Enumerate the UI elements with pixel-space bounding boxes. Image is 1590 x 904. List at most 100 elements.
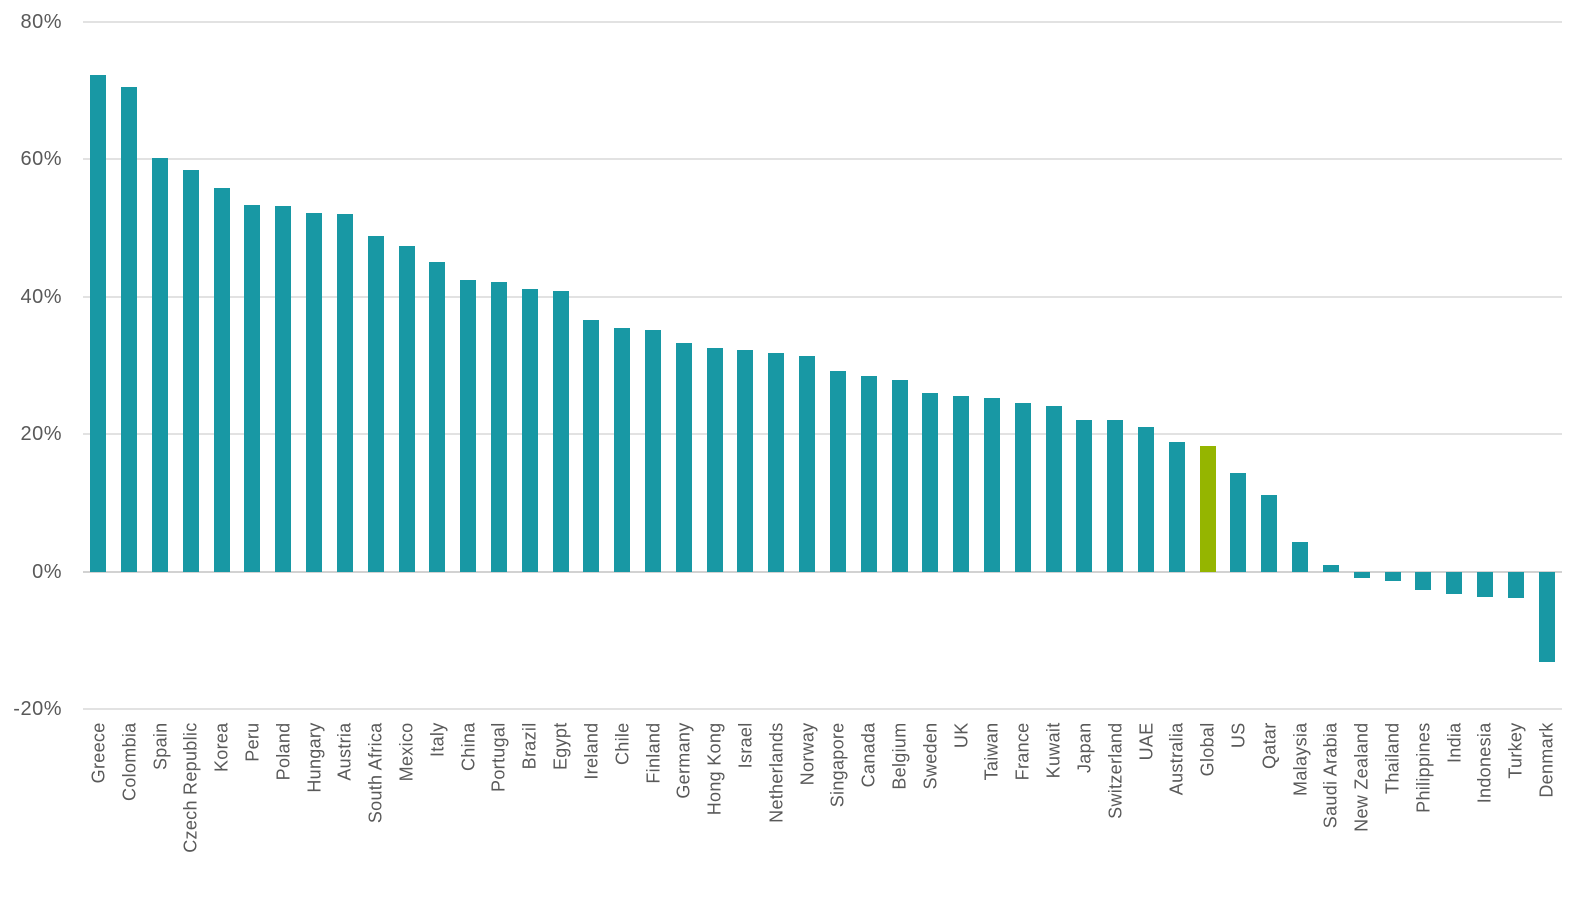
x-axis-label-uk: UK — [951, 722, 972, 748]
bar-new-zealand — [1353, 571, 1370, 578]
bar-us — [1230, 472, 1247, 572]
x-axis-label-chile: Chile — [612, 722, 633, 765]
x-axis-label-new-zealand: New Zealand — [1351, 722, 1372, 832]
x-axis-label-philippines: Philippines — [1413, 722, 1434, 813]
bar-germany — [675, 342, 692, 572]
bar-hungary — [306, 212, 323, 572]
x-axis-label-qatar: Qatar — [1259, 722, 1280, 769]
x-axis-label-indonesia: Indonesia — [1474, 722, 1495, 803]
x-axis-label-poland: Poland — [273, 722, 294, 780]
x-axis-label-egypt: Egypt — [550, 722, 571, 770]
bar-india — [1446, 571, 1463, 594]
bar-uk — [953, 396, 970, 572]
bar-taiwan — [983, 398, 1000, 572]
x-axis-label-india: India — [1444, 722, 1465, 763]
bar-ireland — [583, 320, 600, 572]
y-tick-label-20: 20% — [20, 423, 62, 446]
y-tick-label-80: 80% — [20, 11, 62, 33]
gridline-0 — [83, 570, 1562, 573]
bar-china — [460, 280, 477, 572]
x-axis-label-kuwait: Kuwait — [1043, 722, 1064, 778]
bar-philippines — [1415, 571, 1432, 591]
bar-japan — [1076, 419, 1093, 572]
y-tick-label--20: -20% — [13, 698, 62, 720]
bar-global — [1199, 445, 1216, 572]
x-axis-label-south-africa: South Africa — [365, 722, 386, 823]
x-axis-label-austria: Austria — [334, 722, 355, 781]
gridline-60 — [83, 158, 1562, 161]
bar-singapore — [829, 370, 846, 572]
x-axis-label-taiwan: Taiwan — [981, 722, 1002, 780]
x-axis-label-saudi-arabia: Saudi Arabia — [1320, 722, 1341, 828]
bar-brazil — [521, 288, 538, 572]
bar-indonesia — [1476, 571, 1493, 597]
x-axis-label-uae: UAE — [1136, 722, 1157, 760]
x-axis-label-mexico: Mexico — [396, 722, 417, 781]
x-axis-label-portugal: Portugal — [488, 722, 509, 792]
bar-israel — [737, 350, 754, 572]
x-axis-label-colombia: Colombia — [119, 722, 140, 801]
bar-egypt — [552, 290, 569, 572]
bar-netherlands — [768, 353, 785, 572]
bar-poland — [275, 206, 292, 572]
bar-switzerland — [1107, 420, 1124, 572]
y-tick-label-60: 60% — [20, 148, 62, 171]
x-axis-label-turkey: Turkey — [1505, 722, 1526, 779]
bar-australia — [1168, 441, 1185, 572]
bar-turkey — [1507, 571, 1524, 598]
gridline--20 — [83, 708, 1562, 710]
x-axis-label-singapore: Singapore — [827, 722, 848, 807]
x-axis-label-global: Global — [1197, 722, 1218, 776]
bar-denmark — [1538, 571, 1555, 663]
bar-qatar — [1261, 494, 1278, 572]
bar-uae — [1138, 427, 1155, 572]
x-axis-label-hong-kong: Hong Kong — [704, 722, 725, 815]
bar-norway — [799, 355, 816, 572]
bar-kuwait — [1045, 406, 1062, 572]
x-axis-label-israel: Israel — [735, 722, 756, 768]
bar-colombia — [121, 87, 138, 572]
bar-peru — [244, 204, 261, 572]
x-axis-label-korea: Korea — [211, 722, 232, 772]
bar-portugal — [490, 281, 507, 572]
bar-saudi-arabia — [1322, 564, 1339, 572]
y-tick-label-40: 40% — [20, 285, 62, 308]
x-axis-label-us: US — [1228, 722, 1249, 748]
gridline-40 — [83, 295, 1562, 298]
x-axis-label-switzerland: Switzerland — [1105, 722, 1126, 819]
x-axis-label-spain: Spain — [150, 722, 171, 770]
x-axis-label-china: China — [458, 722, 479, 771]
x-axis-label-thailand: Thailand — [1382, 722, 1403, 794]
bar-italy — [429, 262, 446, 572]
x-axis-label-ireland: Ireland — [581, 722, 602, 780]
x-axis-label-germany: Germany — [673, 722, 694, 799]
bar-korea — [213, 187, 230, 572]
x-axis-label-australia: Australia — [1166, 722, 1187, 795]
x-axis-label-czech-republic: Czech Republic — [180, 722, 201, 853]
bar-czech-republic — [182, 170, 199, 572]
y-tick-label-0: 0% — [32, 560, 62, 583]
bar-chile — [614, 328, 631, 572]
x-axis-label-hungary: Hungary — [304, 722, 325, 793]
x-axis-label-finland: Finland — [643, 722, 664, 784]
x-axis-label-italy: Italy — [427, 722, 448, 757]
bar-austria — [336, 213, 353, 572]
gridline-80 — [83, 21, 1562, 23]
x-axis-label-norway: Norway — [797, 722, 818, 785]
x-axis-label-denmark: Denmark — [1536, 722, 1557, 798]
bar-belgium — [891, 379, 908, 572]
bar-malaysia — [1292, 542, 1309, 572]
bar-finland — [645, 329, 662, 572]
bar-mexico — [398, 245, 415, 572]
x-axis-label-japan: Japan — [1074, 722, 1095, 773]
bar-sweden — [922, 392, 939, 572]
bar-thailand — [1384, 571, 1401, 581]
x-axis-label-peru: Peru — [242, 722, 263, 762]
x-axis-label-malaysia: Malaysia — [1290, 722, 1311, 796]
x-axis-label-netherlands: Netherlands — [766, 722, 787, 823]
bar-france — [1014, 402, 1031, 572]
bar-greece — [90, 74, 107, 572]
bar-spain — [152, 158, 169, 572]
bar-canada — [860, 376, 877, 572]
